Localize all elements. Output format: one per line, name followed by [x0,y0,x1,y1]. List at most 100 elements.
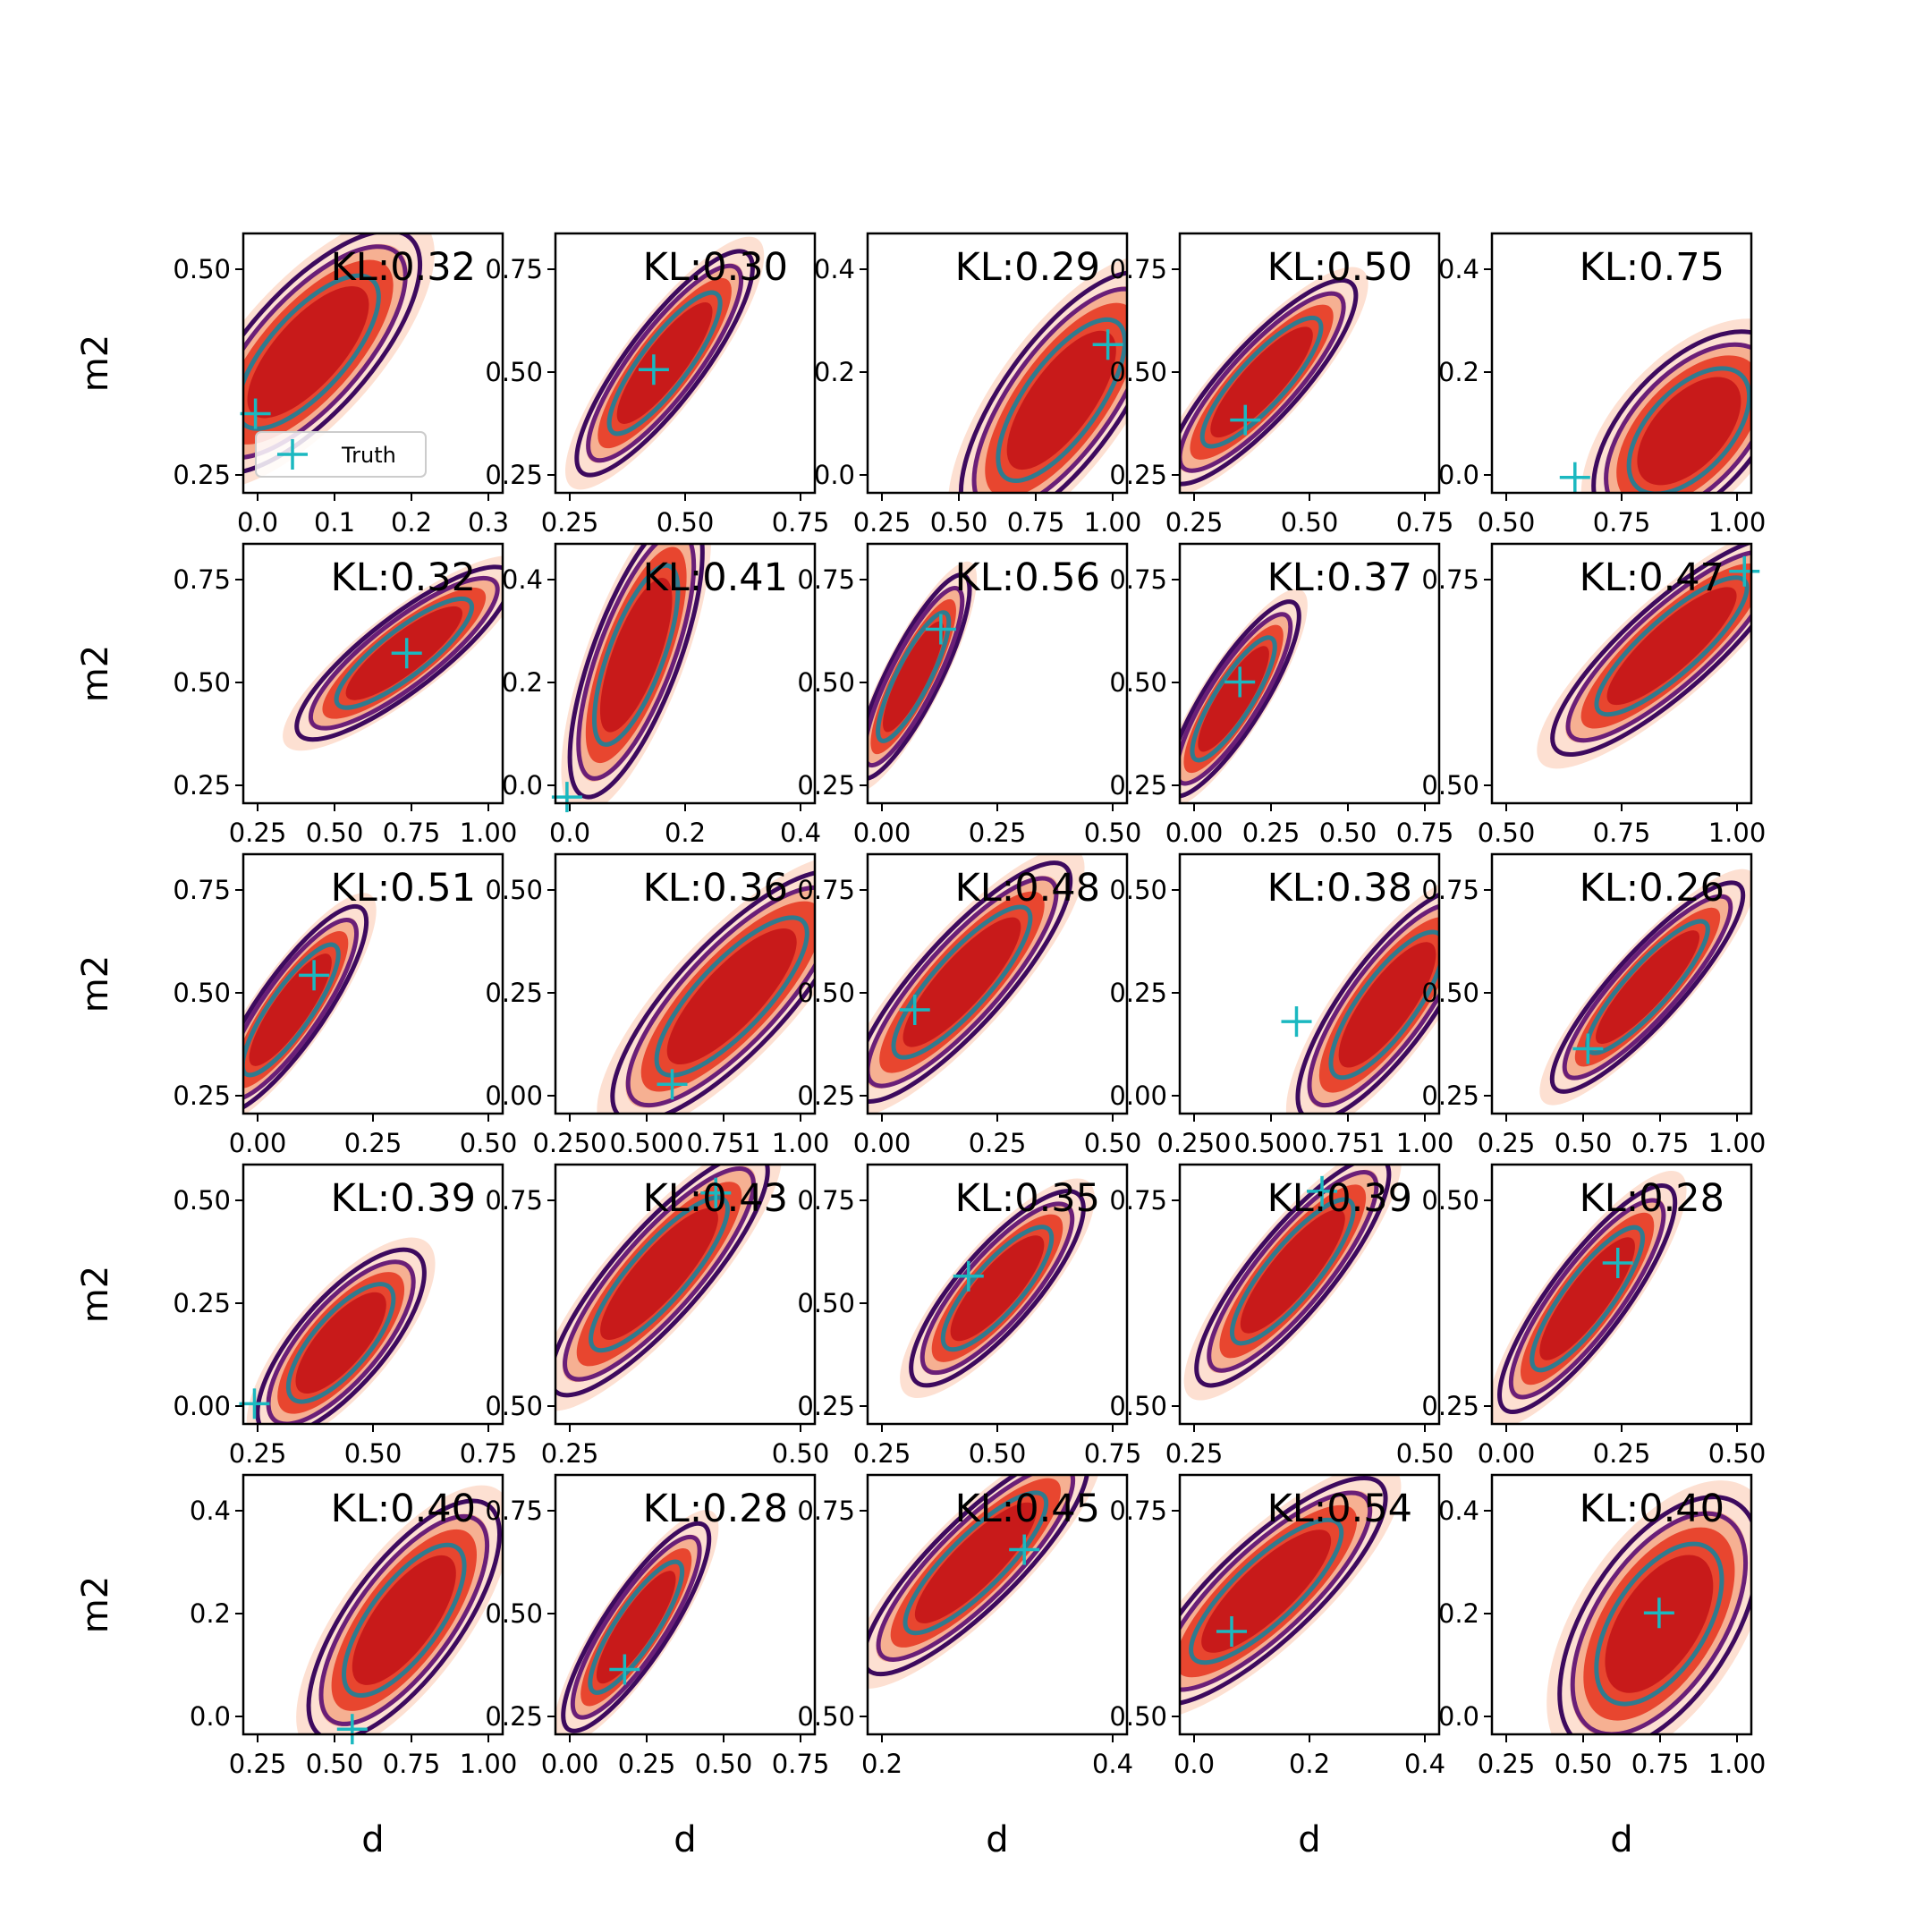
x-tick-label: 0.75 [1007,507,1065,538]
y-tick-label: 0.25 [173,460,231,490]
kl-label: KL:0.30 [643,245,788,290]
kl-label: KL:0.32 [331,555,476,600]
y-tick-label: 0.75 [1421,875,1479,905]
density-contours [564,236,765,490]
contour-line-mid [576,544,697,781]
fill-level-core [616,302,713,424]
contour-line-outer [1550,544,1751,758]
subplot: KL:0.47 0.50 0.75 1.00 0.50 0.75 [1421,542,1766,848]
x-tick-label: 1.00 [460,818,518,848]
x-tick-label: 0.2 [861,1749,902,1779]
contour-line-mid [243,917,360,1103]
x-axis-label: d [1298,1819,1320,1860]
y-tick-label: 0.75 [1109,1496,1167,1526]
y-tick-label: 0.50 [485,357,543,387]
truth-marker [609,1654,640,1685]
y-tick-label: 0.75 [797,564,855,595]
x-tick-label: 0.50 [1084,818,1142,848]
axes-frame [1490,1473,1753,1736]
subplot: KL:0.26 0.25 0.50 0.75 1.00 0.25 0.50 0.75 [1421,852,1766,1158]
x-tick-label: 1.00 [1708,507,1767,538]
y-tick-label: 0.0 [1438,1701,1479,1732]
kl-label: KL:0.28 [1580,1176,1724,1221]
density-contours [1183,1165,1402,1401]
contour-line-mid [266,1259,416,1424]
contour-line-outer [294,564,503,742]
x-tick-label: 0.50 [306,818,364,848]
contour-line-inner [588,1559,685,1695]
subplot: KL:0.36 0.250 0.500 0.751 1.00 0.00 0.25 0.50 [485,852,829,1158]
x-tick-label: 1.00 [1708,1749,1767,1779]
fill-level-core [1201,1530,1332,1653]
x-tick-label: 0.50 [460,1128,518,1158]
x-tick-label: 0.25 [229,1749,287,1779]
axes-frame [1490,852,1753,1115]
x-tick-label: 0.25 [618,1749,676,1779]
x-axis-label: d [674,1819,696,1860]
x-tick-label: 0.50 [1319,818,1377,848]
contour-line-outer [1295,886,1439,1114]
truth-marker [1281,1006,1312,1038]
y-tick-label: 0.2 [190,1598,231,1629]
truth-marker [953,1260,984,1292]
x-tick-label: 0.250 [532,1128,606,1158]
subplot: KL:0.75 0.50 0.75 1.00 0.0 0.2 0.4 [1438,232,1767,538]
x-tick-label: 0.00 [853,818,911,848]
subplot: KL:0.28 0.00 0.25 0.50 0.25 0.50 [1421,1163,1767,1469]
y-tick-label: 0.50 [485,1598,543,1629]
x-tick-label: 0.50 [1708,1438,1767,1469]
x-tick-label: 0.00 [229,1128,287,1158]
contour-line-mid [1562,894,1733,1080]
contour-line-mid [1508,1198,1666,1400]
contour-line-outer [958,269,1127,493]
truth-marker [1729,555,1760,587]
fill-level-core [1210,326,1313,438]
x-tick-label: 0.25 [1478,1128,1536,1158]
density-contours [1285,874,1439,1114]
x-tick-label: 0.75 [1396,818,1454,848]
axes-frame [554,852,817,1115]
density-contours [1580,318,1751,493]
subplot: KL:0.43 0.25 0.50 0.50 0.75 [485,1163,829,1469]
x-tick-label: 0.75 [1084,1438,1142,1469]
kl-label: KL:0.47 [1580,555,1724,600]
fill-level-core [902,917,1021,1047]
truth-marker [700,1177,732,1208]
y-tick-label: 0.50 [797,978,855,1008]
density-contours [555,1510,719,1734]
y-tick-label: 0.75 [1109,254,1167,284]
y-axis-label: m2 [75,1576,116,1633]
x-tick-label: 0.75 [1631,1128,1690,1158]
fill-level-core [596,1571,676,1684]
truth-marker [336,1714,368,1745]
x-tick-label: 0.75 [1631,1749,1690,1779]
kl-label: KL:0.28 [643,1487,788,1531]
x-tick-label: 0.75 [383,1749,441,1779]
y-tick-label: 0.50 [797,1288,855,1318]
density-contours [243,233,435,490]
x-tick-label: 0.4 [780,818,821,848]
y-tick-label: 0.2 [814,357,855,387]
kl-label: KL:0.35 [955,1176,1100,1221]
y-tick-label: 0.50 [173,667,231,698]
contour-line-mid [1570,1511,1749,1734]
contour-line-inner [1190,635,1277,763]
y-tick-label: 0.2 [1438,1598,1479,1629]
contour-line-outer [868,572,972,781]
y-tick-label: 0.75 [1109,564,1167,595]
density-contours [900,1178,1095,1399]
contour-line-inner [334,596,474,710]
x-tick-label: 1.00 [1396,1128,1454,1158]
x-tick-label: 0.50 [1084,1128,1142,1158]
y-tick-label: 0.4 [1438,1496,1479,1526]
kl-label: KL:0.40 [331,1487,476,1531]
contour-line-mid [919,1201,1075,1376]
contour-line-outer [1591,329,1751,493]
x-tick-label: 0.2 [665,818,706,848]
contour-line-inner [1530,1224,1645,1373]
x-tick-label: 0.1 [314,507,355,538]
kl-label: KL:0.54 [1267,1487,1412,1531]
y-tick-label: 0.50 [173,254,231,284]
